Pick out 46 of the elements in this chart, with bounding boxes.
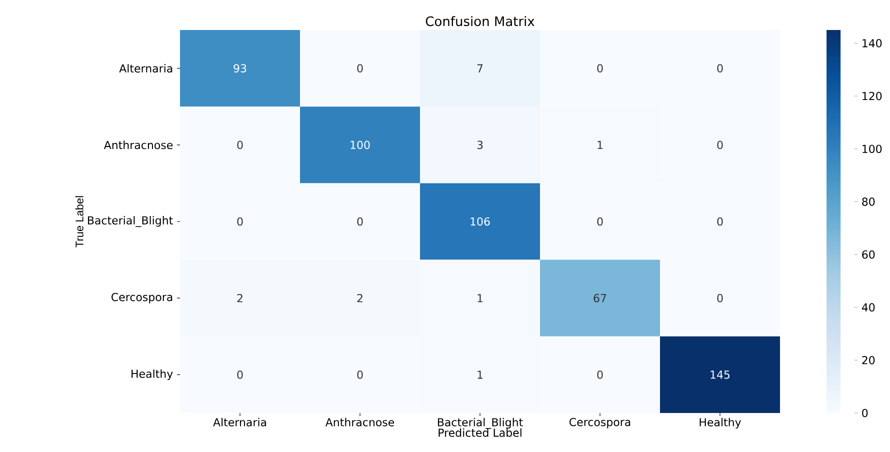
data-label: 0	[357, 64, 363, 72]
color-bar-label: 80	[862, 198, 875, 206]
color-bar-label: 120	[862, 92, 882, 100]
y-tick-label: Cercospora	[112, 292, 172, 304]
data-label: 0	[597, 217, 603, 226]
color-bar-label: 0	[862, 408, 868, 418]
data-label: 67	[594, 294, 606, 302]
data-label: 106	[470, 217, 490, 226]
y-tick-label: Healthy	[132, 369, 173, 380]
data-label: 0	[717, 64, 723, 72]
data-label: 93	[234, 64, 246, 72]
data-label: 145	[710, 370, 730, 379]
data-label: 0	[357, 217, 363, 226]
x-tick-label: Healthy	[700, 418, 742, 429]
x-tick-label: Bacterial_Blight	[438, 418, 523, 429]
color-bar-label: 40	[862, 303, 875, 312]
y-tick-label: Alternaria	[119, 64, 172, 73]
data-label: 2	[237, 294, 242, 302]
data-label: 7	[477, 64, 483, 72]
color-bar-label: 100	[862, 144, 882, 154]
x-axis-title: Predicted Label	[438, 428, 522, 437]
data-label: 2	[357, 294, 362, 302]
data-label: 0	[717, 140, 723, 150]
y-axis-title: True Label	[75, 196, 84, 248]
color-bar-label: 60	[862, 250, 875, 259]
x-tick-label: Cercospora	[570, 418, 630, 428]
data-label: 0	[237, 140, 243, 150]
color-bar-label: 20	[862, 356, 875, 364]
y-tick-label: Anthracnose	[104, 140, 173, 150]
y-tick-label: Bacterial_Blight	[88, 216, 173, 227]
data-label: 1	[478, 370, 482, 379]
data-label: 0	[597, 64, 603, 72]
x-tick-label: Anthracnose	[325, 418, 394, 426]
data-label: 0	[357, 370, 363, 379]
data-label: 3	[477, 140, 483, 150]
data-label: 0	[717, 217, 723, 226]
data-label: 1	[478, 294, 482, 302]
chart-title: Confusion Matrix	[426, 16, 534, 26]
data-label: 100	[350, 140, 370, 150]
x-tick-label: Alternaria	[213, 418, 266, 426]
data-label: 0	[717, 294, 723, 302]
data-label: 0	[237, 217, 243, 226]
data-label: 0	[237, 370, 243, 379]
data-label: 1	[598, 140, 602, 149]
data-label: 0	[597, 370, 603, 379]
color-bar-label: 140	[862, 39, 882, 48]
